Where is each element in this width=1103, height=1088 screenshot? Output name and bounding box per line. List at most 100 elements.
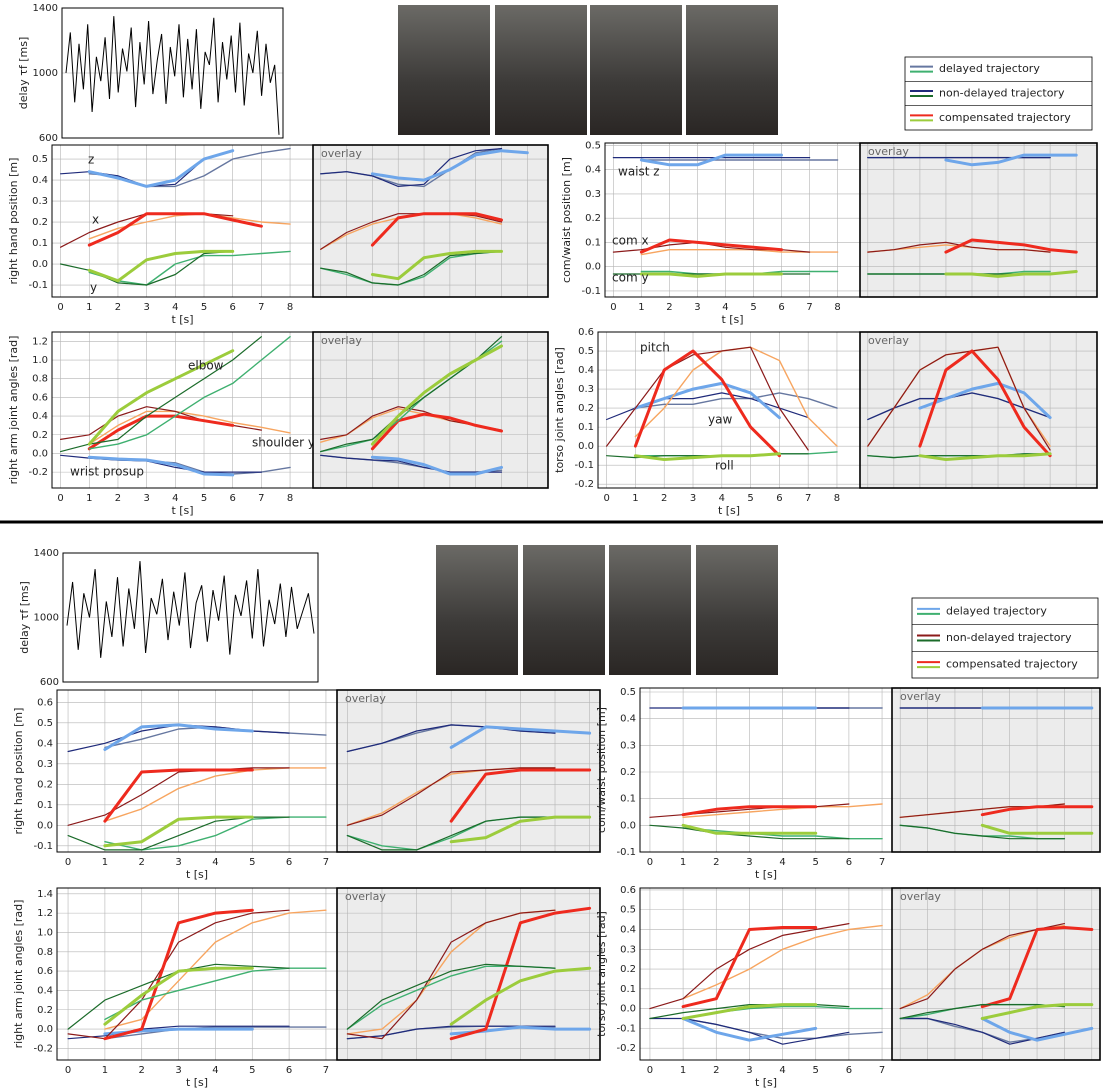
y-tick-label: 0.6 — [37, 966, 53, 977]
x-tick-label: 1 — [632, 493, 638, 504]
legend-label: compensated trajectory — [946, 658, 1078, 671]
y-tick-label: 0.2 — [578, 403, 594, 414]
trajectory-line — [346, 909, 556, 1040]
trajectory-line — [320, 148, 503, 187]
x-tick-label: 2 — [661, 493, 667, 504]
legend-box — [904, 56, 1093, 131]
y-tick-label: 0.0 — [37, 1024, 53, 1035]
annotation: com y — [612, 271, 649, 285]
y-tick-label: 0.5 — [37, 718, 53, 729]
delay-line — [66, 561, 315, 658]
y-tick-label: 0.6 — [620, 885, 636, 896]
y-tick-label: 0.2 — [620, 964, 636, 975]
plot-frame — [56, 887, 338, 1061]
x-axis-label: t [s] — [721, 313, 743, 326]
legend: delayed trajectory non-delayed trajectory… — [911, 597, 1099, 679]
photos-top — [398, 5, 778, 135]
y-tick-label: 0.5 — [578, 346, 594, 357]
y-tick-label: 0.0 — [620, 820, 636, 831]
annotation: x — [92, 213, 99, 227]
trajectory-line — [449, 815, 592, 844]
x-tick-label: 6 — [846, 1065, 852, 1076]
trajectory-line — [918, 349, 1052, 458]
trajectory-line — [633, 452, 781, 461]
panel: -0.2 -0.1 0.0 0.1 0.2 0.3 0.4 0.5 0.6 0 1 2 3 4 5 6 7 8 to… — [553, 327, 861, 517]
trajectory-line — [682, 924, 883, 1000]
y-tick-label: 0.3 — [32, 196, 48, 207]
y-tick-label: 600 — [39, 133, 58, 144]
y-tick-label: 0.0 — [585, 262, 601, 273]
annotation: elbow — [188, 359, 224, 373]
photo — [590, 5, 682, 135]
panel: overlay — [336, 887, 601, 1061]
trajectory-line — [980, 1003, 1094, 1020]
y-tick-label: 0.4 — [620, 925, 636, 936]
trajectory-line — [899, 1017, 1065, 1045]
y-tick-label: 0.0 — [32, 448, 48, 459]
y-tick-label: 0.1 — [32, 238, 48, 249]
x-tick-label: 6 — [286, 857, 292, 868]
trajectory-line — [103, 815, 254, 848]
x-tick-label: 4 — [719, 493, 725, 504]
y-tick-label: 600 — [40, 677, 59, 688]
y-tick-label: 0.2 — [37, 779, 53, 790]
x-tick-label: 4 — [172, 302, 178, 313]
trajectory-line — [67, 1025, 290, 1040]
trajectory-line — [88, 410, 291, 445]
x-axis-label: t [s] — [755, 868, 777, 881]
photo — [609, 545, 691, 675]
y-tick-label: 0.1 — [578, 422, 594, 433]
legend-box — [911, 597, 1099, 679]
trajectory-line — [899, 824, 1065, 840]
trajectory-line — [867, 453, 1051, 459]
x-tick-label: 3 — [143, 493, 149, 504]
x-tick-label: 0 — [647, 857, 653, 868]
trajectory-line — [88, 336, 291, 450]
y-tick-label: 0.3 — [620, 740, 636, 751]
panel: -0.1 0.0 0.1 0.2 0.3 0.4 0.5 0.6 0 1 2 3 4 5 6 7 right h… — [12, 689, 338, 881]
annotation: wrist prosup — [70, 465, 144, 479]
x-tick-label: 2 — [115, 493, 121, 504]
trajectory-line — [681, 805, 818, 817]
x-tick-label: 4 — [212, 1065, 218, 1076]
x-tick-label: 1 — [86, 302, 92, 313]
x-tick-label: 7 — [323, 857, 329, 868]
trajectory-line — [649, 824, 850, 840]
x-tick-label: 7 — [879, 1065, 885, 1076]
x-tick-label: 5 — [201, 493, 207, 504]
x-axis-label: t [s] — [186, 868, 208, 881]
x-tick-label: 4 — [212, 857, 218, 868]
photos-bottom — [436, 545, 778, 675]
x-tick-label: 3 — [143, 302, 149, 313]
trajectory-line — [918, 452, 1052, 461]
x-tick-label: 1 — [638, 302, 644, 313]
x-tick-label: 1 — [680, 1065, 686, 1076]
y-tick-label: 1.0 — [32, 355, 48, 366]
y-tick-label: 0.0 — [37, 820, 53, 831]
annotation: com x — [612, 234, 649, 248]
trajectory-line — [944, 270, 1078, 278]
x-tick-label: 5 — [813, 1065, 819, 1076]
trajectory-line — [370, 249, 503, 281]
legend-label: compensated trajectory — [939, 111, 1071, 124]
y-tick-label: -0.2 — [616, 1043, 636, 1054]
trajectory-line — [346, 816, 556, 851]
plot-frame — [61, 7, 284, 139]
legend-label: delayed trajectory — [939, 62, 1040, 75]
y-tick-label: 0.5 — [620, 687, 636, 698]
y-axis-label: right arm joint angles [rad] — [12, 900, 25, 1049]
panel: overlay — [891, 687, 1101, 853]
y-tick-label: -0.2 — [574, 479, 594, 490]
x-tick-label: 8 — [287, 493, 293, 504]
trajectory-line — [320, 454, 503, 473]
delay-line — [65, 16, 280, 135]
trajectory-line — [87, 249, 235, 283]
trajectory-line — [103, 908, 254, 1041]
x-tick-label: 2 — [139, 1065, 145, 1076]
y-tick-label: 0.8 — [37, 947, 53, 958]
trajectory-line — [867, 392, 1051, 421]
overlay-background — [313, 145, 548, 297]
plot-frame — [312, 144, 549, 298]
trajectory-line — [634, 392, 838, 409]
